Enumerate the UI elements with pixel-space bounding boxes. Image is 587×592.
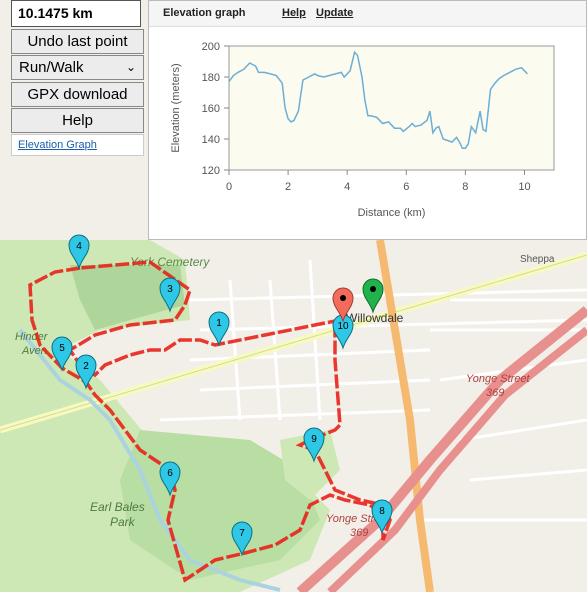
x-tick-label: 2 bbox=[285, 181, 291, 193]
major-roads bbox=[0, 239, 587, 592]
route-markers: 4 3 1 5 2 10 6 7 9 8 bbox=[51, 234, 393, 557]
y-tick-label: 200 bbox=[202, 41, 220, 53]
pin-icon bbox=[51, 336, 73, 372]
y-tick-label: 160 bbox=[202, 103, 220, 115]
pin-number: 9 bbox=[311, 434, 317, 445]
route-marker-pin[interactable]: 6 bbox=[159, 461, 181, 497]
pin-number: 8 bbox=[379, 506, 385, 517]
x-tick-label: 0 bbox=[226, 181, 232, 193]
panel-help-link[interactable]: Help bbox=[282, 7, 306, 19]
chevron-down-icon: ⌄ bbox=[125, 60, 136, 74]
svg-text:Earl Bales: Earl Bales bbox=[90, 500, 145, 514]
y-tick-label: 180 bbox=[202, 72, 220, 84]
pin-icon bbox=[208, 311, 230, 347]
route-marker-pin[interactable]: 7 bbox=[231, 521, 253, 557]
elevation-panel: Elevation graph Help Update 0 2 4 6 8 10 120 14… bbox=[148, 0, 587, 240]
elevation-graph-link[interactable]: Elevation Graph bbox=[18, 139, 97, 151]
x-axis-label: Distance (km) bbox=[358, 207, 426, 219]
pin-number: 2 bbox=[83, 361, 89, 372]
svg-text:Park: Park bbox=[110, 515, 136, 529]
plot-area bbox=[228, 45, 555, 171]
svg-text:369: 369 bbox=[350, 527, 368, 539]
pin-icon bbox=[159, 277, 181, 313]
end-marker-icon[interactable] bbox=[332, 287, 354, 323]
y-axis-label: Elevation (meters) bbox=[170, 63, 182, 152]
pin-number: 6 bbox=[167, 468, 173, 479]
elevation-chart: 0 2 4 6 8 10 120 140 160 180 200 Distance (km) Ele… bbox=[170, 41, 555, 219]
pin-number: 3 bbox=[167, 284, 173, 295]
svg-text:Sheppa: Sheppa bbox=[520, 254, 555, 265]
pin-icon bbox=[231, 521, 253, 557]
route-marker-pin[interactable]: 3 bbox=[159, 277, 181, 313]
route-marker-pin[interactable]: 5 bbox=[51, 336, 73, 372]
mode-select-value: Run/Walk bbox=[19, 59, 84, 76]
pin-icon bbox=[75, 354, 97, 390]
elevation-panel-title: Elevation graph bbox=[163, 7, 246, 19]
panel-update-link[interactable]: Update bbox=[316, 7, 354, 19]
pin-number: 7 bbox=[239, 528, 245, 539]
route-marker-pin[interactable]: 4 bbox=[68, 234, 90, 270]
pin-number: 10 bbox=[337, 321, 349, 332]
river bbox=[18, 328, 281, 592]
pin-number: 5 bbox=[59, 343, 65, 354]
distance-display: 10.1475 km bbox=[11, 0, 141, 27]
undo-last-point-button[interactable]: Undo last point bbox=[11, 29, 144, 54]
route-marker-pin[interactable]: 9 bbox=[303, 427, 325, 463]
y-tick-label: 140 bbox=[202, 134, 220, 146]
x-tick-label: 4 bbox=[344, 181, 350, 193]
svg-text:369: 369 bbox=[486, 387, 504, 399]
pin-icon bbox=[68, 234, 90, 270]
svg-text:Willowdale: Willowdale bbox=[346, 311, 404, 325]
svg-text:Aven: Aven bbox=[21, 345, 47, 357]
route-marker-pin[interactable]: 1 bbox=[208, 311, 230, 347]
svg-text:Hinder: Hinder bbox=[15, 331, 49, 343]
pin-icon bbox=[371, 499, 393, 535]
pin-number: 4 bbox=[76, 241, 82, 252]
x-tick-label: 10 bbox=[518, 181, 530, 193]
x-tick-label: 6 bbox=[403, 181, 409, 193]
gpx-download-button[interactable]: GPX download bbox=[11, 82, 144, 107]
x-tick-label: 8 bbox=[462, 181, 468, 193]
marker-dot bbox=[370, 286, 376, 292]
svg-text:Yonge Street: Yonge Street bbox=[466, 373, 531, 385]
elevation-link-box: Elevation Graph bbox=[11, 134, 144, 156]
start-marker-icon[interactable] bbox=[362, 278, 384, 314]
pin-number: 1 bbox=[216, 318, 222, 329]
elevation-panel-header: Elevation graph Help Update bbox=[149, 1, 586, 27]
marker-dot bbox=[340, 295, 346, 301]
help-button[interactable]: Help bbox=[11, 108, 144, 133]
svg-text:York Cemetery: York Cemetery bbox=[130, 255, 210, 269]
elevation-series-line bbox=[228, 50, 528, 150]
pin-icon bbox=[303, 427, 325, 463]
pin-icon bbox=[159, 461, 181, 497]
mode-select[interactable]: Run/Walk ⌄ bbox=[11, 55, 144, 80]
y-tick-label: 120 bbox=[202, 165, 220, 177]
route-marker-pin[interactable]: 2 bbox=[75, 354, 97, 390]
route-marker-pin[interactable]: 8 bbox=[371, 499, 393, 535]
